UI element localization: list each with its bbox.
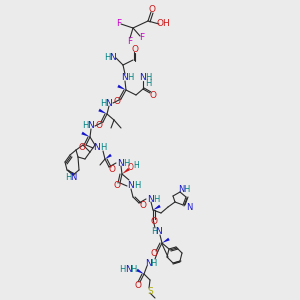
Text: O: O [113,182,121,190]
Text: N: N [110,53,116,62]
Text: H: H [145,74,151,82]
Text: O: O [95,121,103,130]
Text: OH: OH [156,20,170,28]
Polygon shape [98,109,107,114]
Polygon shape [136,269,144,274]
Text: N: N [70,173,76,182]
Text: N: N [94,143,100,152]
Text: O: O [131,44,139,53]
Text: H: H [104,53,110,62]
Text: O: O [140,202,146,211]
Text: N: N [156,227,162,236]
Text: N: N [147,194,153,203]
Text: N: N [178,184,184,194]
Polygon shape [117,85,126,90]
Text: O: O [79,143,86,152]
Polygon shape [105,154,112,159]
Polygon shape [153,205,161,210]
Text: N: N [139,74,145,82]
Text: F: F [140,32,145,41]
Text: N: N [106,98,112,107]
Text: O: O [134,280,142,290]
Text: F: F [116,20,122,28]
Text: H: H [65,173,71,182]
Text: O: O [151,218,158,226]
Text: H: H [151,227,157,236]
Text: H: H [119,266,125,274]
Text: O: O [109,166,116,175]
Text: N: N [145,259,152,268]
Text: H: H [133,161,139,170]
Text: H: H [153,194,159,203]
Text: F: F [128,37,133,46]
Polygon shape [162,238,170,243]
Text: N: N [128,182,134,190]
Text: N: N [117,158,123,167]
Text: O: O [149,91,157,100]
Text: H: H [150,259,156,268]
Text: N: N [186,202,192,211]
Polygon shape [81,132,90,137]
Text: H: H [123,158,129,167]
Text: H: H [145,80,151,88]
Text: H: H [100,143,106,152]
Text: O: O [151,250,158,259]
Text: N: N [88,122,94,130]
Text: H: H [130,266,136,274]
Text: H: H [82,122,88,130]
Text: S: S [147,287,153,296]
Text: H: H [127,74,133,82]
Text: N: N [124,266,131,274]
Text: H: H [100,98,106,107]
Text: O: O [113,98,121,106]
Text: O: O [148,5,155,14]
Text: N: N [121,74,128,82]
Text: H: H [134,182,140,190]
Text: H: H [183,184,189,194]
Polygon shape [122,168,130,174]
Text: O: O [128,163,134,172]
